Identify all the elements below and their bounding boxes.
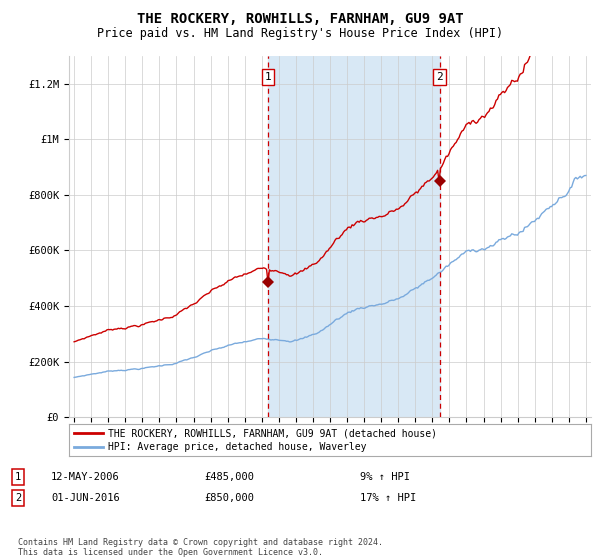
Text: Price paid vs. HM Land Registry's House Price Index (HPI): Price paid vs. HM Land Registry's House … — [97, 27, 503, 40]
Text: 01-JUN-2016: 01-JUN-2016 — [51, 493, 120, 503]
Bar — [268, 56, 440, 417]
Text: 12-MAY-2006: 12-MAY-2006 — [51, 472, 120, 482]
Text: 1: 1 — [15, 472, 21, 482]
Text: 2: 2 — [436, 72, 443, 82]
Text: 17% ↑ HPI: 17% ↑ HPI — [360, 493, 416, 503]
Text: THE ROCKERY, ROWHILLS, FARNHAM, GU9 9AT (detached house): THE ROCKERY, ROWHILLS, FARNHAM, GU9 9AT … — [108, 428, 437, 438]
Text: 1: 1 — [265, 72, 271, 82]
Text: HPI: Average price, detached house, Waverley: HPI: Average price, detached house, Wave… — [108, 442, 367, 452]
Text: THE ROCKERY, ROWHILLS, FARNHAM, GU9 9AT: THE ROCKERY, ROWHILLS, FARNHAM, GU9 9AT — [137, 12, 463, 26]
Text: Contains HM Land Registry data © Crown copyright and database right 2024.
This d: Contains HM Land Registry data © Crown c… — [18, 538, 383, 557]
Text: £485,000: £485,000 — [204, 472, 254, 482]
Text: 2: 2 — [15, 493, 21, 503]
Text: £850,000: £850,000 — [204, 493, 254, 503]
Text: 9% ↑ HPI: 9% ↑ HPI — [360, 472, 410, 482]
